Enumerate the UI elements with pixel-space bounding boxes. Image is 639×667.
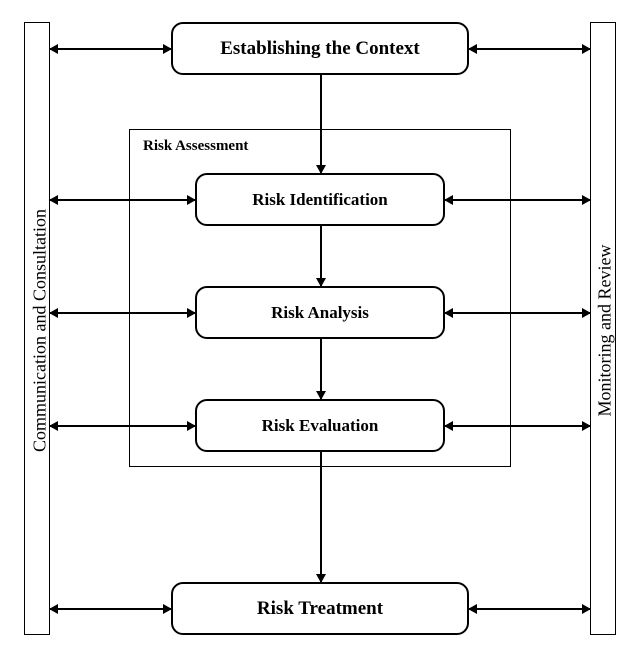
vbar-right-label: Monitoring and Review [595, 221, 616, 441]
harrow [445, 312, 590, 314]
box-context-label: Establishing the Context [220, 38, 420, 60]
box-evaluation: Risk Evaluation [195, 399, 445, 452]
varrow [320, 452, 322, 582]
box-identification-label: Risk Identification [252, 190, 388, 210]
harrow [50, 199, 195, 201]
diagram-canvas: Communication and Consultation Monitorin… [0, 0, 639, 667]
box-context: Establishing the Context [171, 22, 469, 75]
vbar-left-label: Communication and Consultation [30, 191, 51, 471]
harrow [50, 608, 171, 610]
box-evaluation-label: Risk Evaluation [262, 416, 379, 436]
varrow [320, 339, 322, 399]
harrow [469, 608, 590, 610]
box-analysis-label: Risk Analysis [271, 303, 369, 323]
varrow [320, 226, 322, 286]
box-analysis: Risk Analysis [195, 286, 445, 339]
harrow [469, 48, 590, 50]
harrow [445, 199, 590, 201]
varrow [320, 75, 322, 173]
box-treatment-label: Risk Treatment [257, 598, 383, 620]
harrow [50, 425, 195, 427]
box-identification: Risk Identification [195, 173, 445, 226]
box-treatment: Risk Treatment [171, 582, 469, 635]
harrow [50, 312, 195, 314]
harrow [50, 48, 171, 50]
group-label: Risk Assessment [143, 138, 248, 155]
harrow [445, 425, 590, 427]
